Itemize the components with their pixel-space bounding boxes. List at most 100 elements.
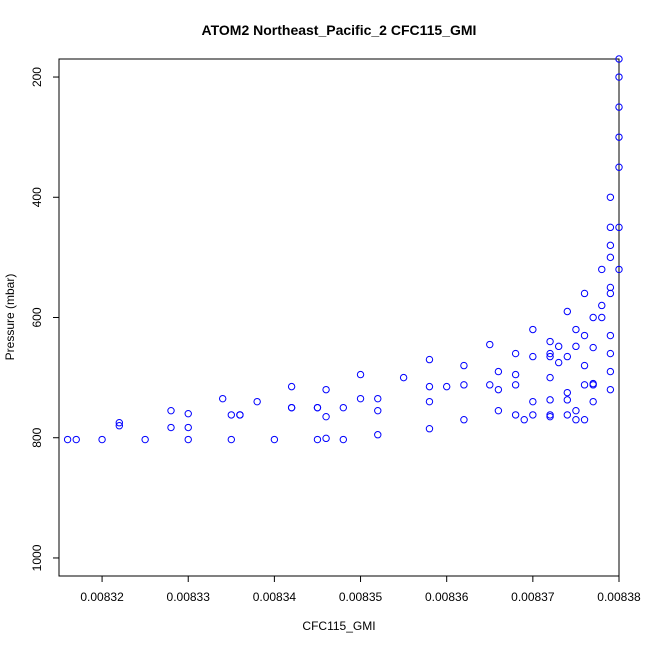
y-axis: 200 400 600 800 1000 [30,67,59,571]
x-tick-label: 0.00833 [167,590,211,604]
data-point [606,241,615,250]
x-tick-label: 0.00834 [253,590,297,604]
data-point [442,382,451,391]
data-point [580,289,589,298]
data-point [615,265,623,274]
y-tick-label: 800 [30,427,44,447]
data-point [606,289,615,298]
data-point [606,253,615,262]
data-point [167,406,175,415]
data-point [615,55,623,63]
data-point [546,411,554,419]
data-point [253,397,261,406]
plot-frame [58,58,620,577]
data-point [184,409,192,418]
data-point [460,381,468,389]
data-point [494,385,503,394]
data-point [554,358,563,367]
data-point [615,103,623,111]
x-axis-label: CFC115_GMI [302,619,375,633]
data-point [218,394,227,403]
data-point [606,367,615,376]
data-point [598,313,606,322]
data-point [563,388,572,397]
y-tick-label: 200 [30,67,44,87]
data-point [425,355,434,364]
data-point [520,415,528,424]
data-point [322,385,330,394]
data-point [322,412,330,421]
data-point [615,163,623,171]
data-point [572,342,580,351]
data-point [589,343,597,352]
data-point [227,435,236,444]
data-point [546,337,554,346]
data-point [167,423,175,432]
data-point [580,415,589,424]
data-point [287,382,296,391]
y-tick-label: 400 [30,187,44,207]
data-point [580,381,589,389]
data-point [546,373,554,382]
data-point [580,331,589,340]
data-point [563,396,572,404]
data-point [511,370,520,379]
data-point [356,394,365,403]
data-point [63,435,72,444]
data-point [589,381,597,389]
data-point [115,419,124,427]
x-tick-label: 0.00835 [339,590,383,604]
data-point [563,307,572,316]
data-point [606,223,615,232]
data-point [606,283,615,292]
x-tick-label: 0.00832 [80,590,124,604]
data-point [598,265,606,274]
data-point [615,223,623,232]
data-point [606,331,615,340]
data-point [313,435,322,444]
data-point [313,403,322,412]
data-point [589,313,597,322]
data-point [606,349,615,358]
data-point [322,434,330,443]
data-point [494,367,503,376]
data-point [460,415,468,424]
data-point [598,301,606,310]
data-point [98,435,106,444]
data-point [546,396,554,404]
data-point [236,411,244,419]
data-point [184,423,192,432]
data-point [615,73,623,81]
data-point [72,435,80,444]
data-point [399,373,408,382]
data-point [606,193,615,201]
data-point [287,403,296,412]
data-point [356,370,365,379]
chart-title: ATOM2 Northeast_Pacific_2 CFC115_GMI [202,22,477,38]
data-point [563,352,572,361]
data-point [546,349,554,358]
data-point [546,352,554,361]
data-point [227,411,236,419]
data-point [589,397,597,406]
data-point [494,406,503,415]
data-point [572,325,580,334]
data-point [425,425,434,433]
x-tick-label: 0.00837 [511,590,555,604]
data-point [486,381,494,389]
data-point [115,422,124,430]
data-point [425,382,434,391]
x-tick-label: 0.00836 [425,590,469,604]
data-point [511,381,520,389]
data-point [572,415,580,424]
data-points [63,55,623,444]
y-tick-label: 1000 [30,544,44,571]
data-point [511,349,520,358]
data-point [184,435,192,444]
data-point [615,133,623,141]
y-tick-label: 600 [30,307,44,327]
data-point [511,411,520,419]
data-point [339,435,348,444]
